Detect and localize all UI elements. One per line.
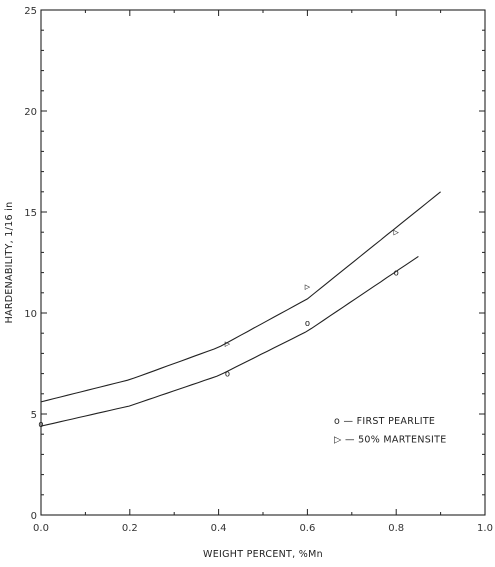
y-tick-label-3: 15	[24, 208, 37, 219]
x-tick-label-5: 1.0	[477, 523, 493, 534]
y-tick-label-4: 20	[24, 107, 37, 118]
data-point-s0-1: o	[225, 370, 230, 380]
x-tick-label-0: 0.0	[33, 523, 49, 534]
x-axis-label: WEIGHT PERCENT, %Mn	[203, 549, 323, 560]
legend-entry-martensite: ▷ — 50% MARTENSITE	[334, 434, 447, 445]
y-tick-label-0: 0	[31, 511, 37, 522]
x-tick-label-1: 0.2	[122, 523, 138, 534]
axis-ticks: 0.0 0.2 0.4 0.6 0.8 1.0 0 5 10 15 20 25	[24, 6, 493, 534]
legend: o — FIRST PEARLITE ▷ — 50% MARTENSITE	[334, 416, 447, 445]
x-tick-label-4: 0.8	[388, 523, 404, 534]
legend-entry-first-pearlite: o — FIRST PEARLITE	[334, 416, 435, 427]
data-point-s0-2: o	[305, 319, 310, 329]
y-axis-label: HARDENABILITY, 1/16 in	[4, 202, 15, 324]
data-points: o o o o ▷ ▷ ▷	[38, 228, 399, 430]
x-tick-label-2: 0.4	[211, 523, 227, 534]
data-point-s1-0: ▷	[225, 339, 231, 349]
data-point-s0-3: o	[393, 269, 398, 279]
fit-curve-1	[40, 191, 441, 403]
fit-curves	[40, 191, 441, 427]
x-tick-label-3: 0.6	[299, 523, 315, 534]
data-point-s1-1: ▷	[305, 283, 311, 293]
fit-curve-0	[40, 255, 419, 427]
data-point-s1-2: ▷	[393, 228, 399, 238]
data-point-s0-0: o	[38, 420, 43, 430]
y-tick-label-2: 10	[24, 309, 37, 320]
y-tick-label-5: 25	[24, 6, 37, 17]
y-tick-label-1: 5	[31, 410, 37, 421]
